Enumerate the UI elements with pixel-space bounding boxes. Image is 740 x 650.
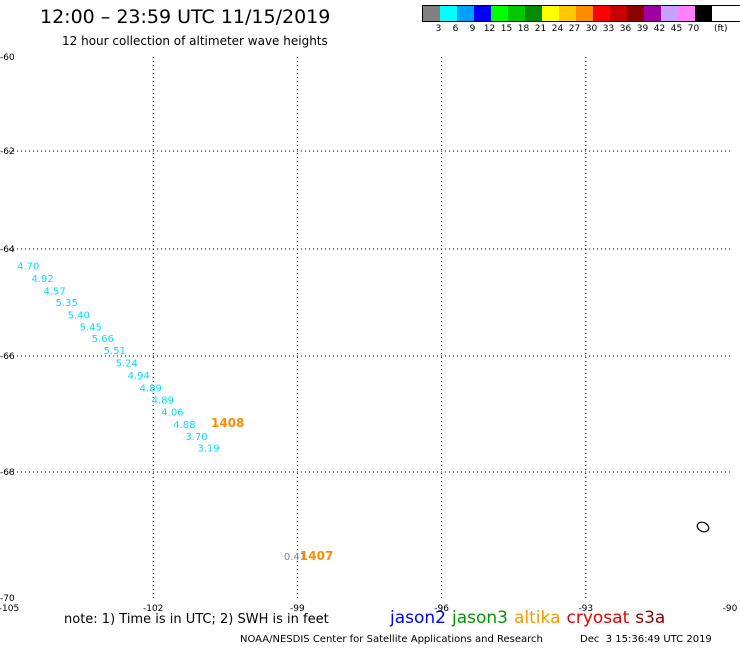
satellite-jason3: jason3 xyxy=(452,608,508,628)
swh-reading: 3.70 xyxy=(185,432,207,443)
legend-swatch xyxy=(559,6,576,21)
legend-label: 42 xyxy=(653,24,666,34)
longitude-tick-label: -102 xyxy=(143,604,163,614)
longitude-tick-label: -99 xyxy=(290,604,305,614)
legend-swatch xyxy=(457,6,474,21)
satellite-jason2: jason2 xyxy=(390,608,446,628)
legend-label: 3 xyxy=(435,24,442,34)
legend-labels: (ft) 3 6 9 12 15 18 21 24 27 30 33 36 39 42 45 70 xyxy=(422,24,740,38)
latitude-tick-label: -68 xyxy=(0,468,15,478)
legend-label: 24 xyxy=(551,24,564,34)
legend-label: 39 xyxy=(636,24,649,34)
footer-timestamp: Dec 3 15:36:49 UTC 2019 xyxy=(580,634,712,645)
legend-swatch xyxy=(610,6,627,21)
legend-swatch xyxy=(508,6,525,21)
swh-reading: 4.89 xyxy=(152,396,174,407)
longitude-tick-label: -93 xyxy=(578,604,593,614)
legend-swatch xyxy=(627,6,644,21)
longitude-tick-label: -90 xyxy=(723,604,738,614)
swh-reading: 5.45 xyxy=(80,322,102,333)
latitude-tick-label: -62 xyxy=(0,147,15,157)
legend-swatch xyxy=(423,6,440,21)
pass-number: 1408 xyxy=(211,416,244,430)
page-subtitle: 12 hour collection of altimeter wave hei… xyxy=(62,34,328,48)
legend-swatch xyxy=(593,6,610,21)
page-title: 12:00 – 23:59 UTC 11/15/2019 xyxy=(40,6,331,28)
island-outline xyxy=(696,521,710,533)
footer-credit: NOAA/NESDIS Center for Satellite Applica… xyxy=(240,634,543,645)
legend-label: 6 xyxy=(452,24,459,34)
legend-swatch xyxy=(440,6,457,21)
legend-swatch xyxy=(525,6,542,21)
satellite-s3a: s3a xyxy=(635,608,666,628)
legend-swatches xyxy=(422,5,740,22)
legend-swatch xyxy=(474,6,491,21)
legend-swatch xyxy=(644,6,661,21)
swh-reading: 4.06 xyxy=(161,408,183,419)
swh-reading: 5.51 xyxy=(104,346,126,357)
swh-reading: 5.66 xyxy=(92,334,114,345)
legend-label: 33 xyxy=(602,24,615,34)
legend-label: 15 xyxy=(500,24,513,34)
latitude-tick-label: -64 xyxy=(0,245,15,255)
longitude-tick-label: -105 xyxy=(0,604,19,614)
latitude-tick-label: -60 xyxy=(0,53,15,63)
satellite-altika: altika xyxy=(514,608,561,628)
pass-number: 1407 xyxy=(300,549,333,563)
legend-label: 30 xyxy=(585,24,598,34)
swh-reading: 5.35 xyxy=(56,298,78,309)
legend-swatch xyxy=(542,6,559,21)
swh-reading: 4.88 xyxy=(173,420,195,431)
legend-swatch xyxy=(678,6,695,21)
swh-reading: 4.92 xyxy=(32,274,54,285)
swh-reading: 3.19 xyxy=(197,444,219,455)
swh-reading: 4.70 xyxy=(17,261,39,272)
units-note: note: 1) Time is in UTC; 2) SWH is in fe… xyxy=(64,612,329,627)
legend-swatch xyxy=(576,6,593,21)
latitude-tick-label: -70 xyxy=(0,594,15,604)
legend-label: 36 xyxy=(619,24,632,34)
swh-reading: 4.94 xyxy=(128,371,150,382)
color-legend: (ft) 3 6 9 12 15 18 21 24 27 30 33 36 39 42 45 70 xyxy=(422,5,740,38)
satellite-legend: jason2 jason3 altika cryosat s3a xyxy=(390,608,671,628)
legend-label: 12 xyxy=(483,24,496,34)
longitude-tick-label: -96 xyxy=(434,604,449,614)
latitude-tick-label: -66 xyxy=(0,352,15,362)
swh-reading: 4.57 xyxy=(44,286,66,297)
swh-reading: 4.89 xyxy=(140,383,162,394)
swh-reading: 5.24 xyxy=(116,358,138,369)
satellite-cryosat: cryosat xyxy=(566,608,630,628)
legend-swatch xyxy=(695,6,712,21)
swh-reading: 5.40 xyxy=(68,311,90,322)
legend-swatch xyxy=(491,6,508,21)
legend-label: 27 xyxy=(568,24,581,34)
legend-swatch xyxy=(661,6,678,21)
legend-label: 18 xyxy=(517,24,530,34)
legend-unit: (ft) xyxy=(714,24,728,34)
swh-reading: 0.41 xyxy=(284,552,306,563)
legend-label: 21 xyxy=(534,24,547,34)
legend-label: 70 xyxy=(687,24,700,34)
legend-label: 45 xyxy=(670,24,683,34)
legend-label: 9 xyxy=(469,24,476,34)
